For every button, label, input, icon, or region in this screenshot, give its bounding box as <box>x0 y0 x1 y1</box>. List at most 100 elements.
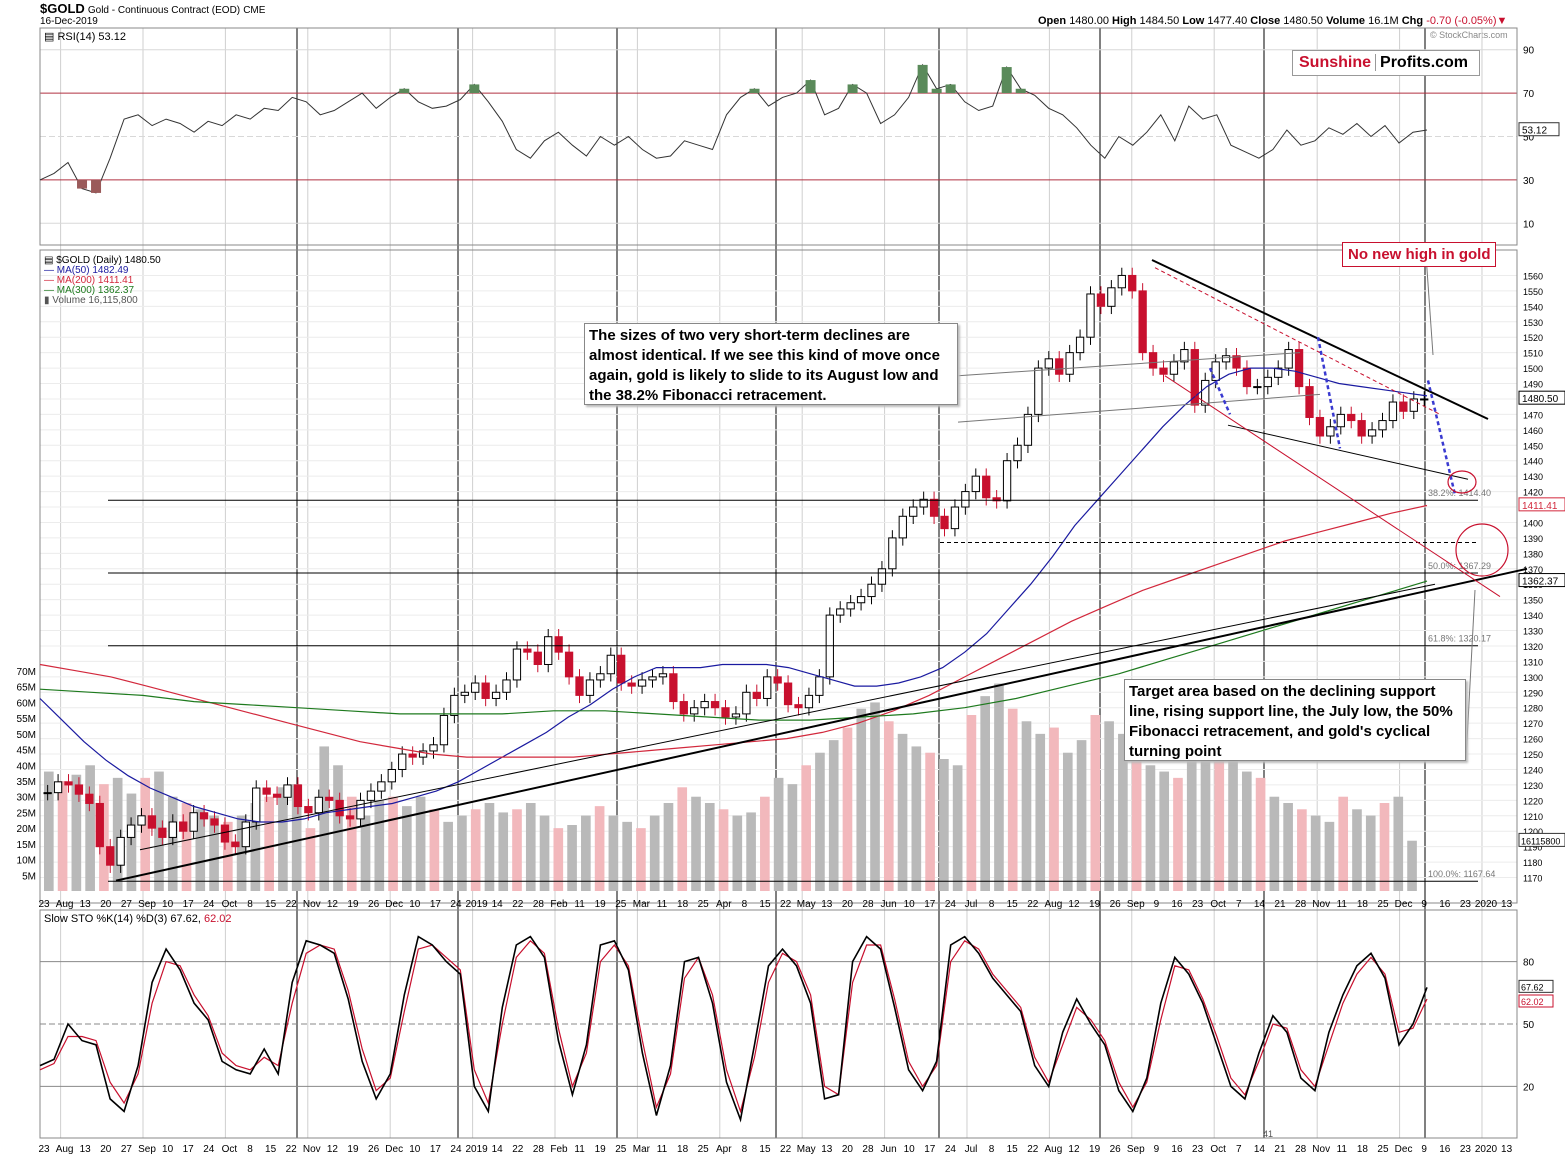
volume-bar <box>539 815 550 891</box>
price-tick-label: 1460 <box>1523 426 1543 436</box>
price-tick-label: 1340 <box>1523 611 1543 621</box>
volume-bar <box>1228 759 1238 891</box>
candle-body <box>752 691 761 699</box>
x-tick-label: 13 <box>1501 899 1513 910</box>
x-tick-label: 13 <box>1501 1144 1513 1155</box>
price-tick-label: 1490 <box>1523 380 1543 390</box>
rising-support-line <box>115 567 1528 882</box>
x-tick-label: 8 <box>247 899 253 910</box>
volume-tick-label: 35M <box>17 777 36 788</box>
volume-tick-label: 40M <box>17 761 36 772</box>
x-tick-label: Oct <box>1210 1144 1226 1155</box>
x-tick-label: 25 <box>1377 1144 1389 1155</box>
candle-body <box>398 753 407 770</box>
x-tick-label: Mar <box>633 1144 651 1155</box>
volume-bar <box>856 708 867 891</box>
candle-body <box>888 537 897 570</box>
volume-bar <box>760 796 770 891</box>
volume-bar <box>1283 803 1293 891</box>
x-tick-label: 15 <box>265 1144 277 1155</box>
x-tick-label: 20 <box>842 1144 854 1155</box>
x-tick-label: 28 <box>533 1144 545 1155</box>
x-tick-label: May <box>797 899 816 910</box>
candle-body <box>1284 349 1293 369</box>
price-tick-label: 1350 <box>1523 596 1543 606</box>
candle-body <box>1075 336 1085 354</box>
candle-body <box>1201 379 1210 406</box>
candle-body <box>1294 349 1304 388</box>
fibonacci-label: 100.0%: 1167.64 <box>1428 869 1495 879</box>
rsi-overbought-fill <box>1015 88 1026 94</box>
candle-body <box>439 714 449 746</box>
rsi-tick-label: 10 <box>1523 219 1535 230</box>
volume-tick-label: 25M <box>17 808 36 819</box>
x-tick-label: Apr <box>716 899 732 910</box>
x-tick-label: 13 <box>80 899 92 910</box>
candle-body <box>1023 413 1033 446</box>
x-tick-label: 13 <box>821 1144 833 1155</box>
chg-value: -0.70 (-0.05%) <box>1426 15 1497 27</box>
x-tick-label: 11 <box>657 899 668 910</box>
candle-body <box>564 651 574 678</box>
x-tick-label: 10 <box>904 1144 916 1155</box>
candle-body <box>418 750 428 758</box>
candle-body <box>491 691 501 699</box>
candle-body <box>116 836 125 866</box>
price-tick-label: 1530 <box>1523 318 1543 328</box>
volume-bar <box>429 809 440 891</box>
volume-bar <box>1118 733 1128 891</box>
x-tick-label: Sep <box>1127 899 1145 910</box>
volume-bar <box>140 777 151 891</box>
candle-body <box>95 802 104 848</box>
x-tick-label: 13 <box>80 1144 92 1155</box>
high-label: High <box>1112 15 1137 27</box>
x-tick-label: 12 <box>327 899 339 910</box>
price-tick-label: 1290 <box>1523 688 1543 698</box>
candle-body <box>1169 361 1179 375</box>
x-tick-label: 23 <box>1192 1144 1204 1155</box>
x-tick-label: 28 <box>862 899 874 910</box>
candle-body <box>669 673 678 703</box>
price-tick-label: 1220 <box>1523 796 1543 806</box>
volume-bar <box>346 796 357 891</box>
candle-body <box>961 491 970 508</box>
candle-body <box>1420 398 1429 401</box>
volume-bar <box>1365 815 1376 891</box>
x-tick-label: 22 <box>780 1144 792 1155</box>
x-tick-label: 22 <box>512 1144 524 1155</box>
x-tick-label: Aug <box>1044 1144 1062 1155</box>
price-tick-label: 1170 <box>1523 874 1542 884</box>
candle-body <box>325 796 334 801</box>
volume-bars <box>44 683 1417 891</box>
x-tick-label: Mar <box>633 899 651 910</box>
x-tick-label: 11 <box>657 1144 668 1155</box>
x-tick-label: 15 <box>759 899 771 910</box>
price-tick-label: 1380 <box>1523 549 1543 559</box>
candle-body <box>658 673 668 678</box>
x-tick-label: 19 <box>1089 899 1101 910</box>
x-tick-label: 10 <box>162 899 174 910</box>
candle-body <box>1388 401 1398 422</box>
x-tick-label: Aug <box>56 899 74 910</box>
axis-labels: 2323AugAug131320202727SepSep101017172424… <box>17 46 1565 1155</box>
price-value-label: 1362.37 <box>1522 577 1559 588</box>
high-value: 1484.50 <box>1139 15 1180 27</box>
chart-date: 16-Dec-2019 <box>40 16 98 27</box>
x-tick-label: 23 <box>1460 1144 1472 1155</box>
candle-body <box>1086 293 1095 338</box>
x-tick-label: Dec <box>385 899 403 910</box>
volume-value-box <box>1518 832 1565 847</box>
candle-body <box>356 799 365 820</box>
chart-header-left: $GOLD Gold - Continuous Contract (EOD) C… <box>40 1 265 16</box>
x-tick-label: 25 <box>698 1144 710 1155</box>
rsi-last-value: 53.12 <box>1522 126 1547 137</box>
candle-body <box>241 821 250 848</box>
x-tick-label: 25 <box>1377 899 1389 910</box>
x-tick-label: 28 <box>862 1144 874 1155</box>
rsi-tick-label: 30 <box>1523 176 1535 187</box>
candle-body <box>731 713 741 718</box>
volume-bar <box>1255 777 1266 891</box>
candle-body <box>523 648 532 653</box>
price-tick-label: 1250 <box>1523 750 1543 760</box>
ma300-line <box>39 580 1428 721</box>
